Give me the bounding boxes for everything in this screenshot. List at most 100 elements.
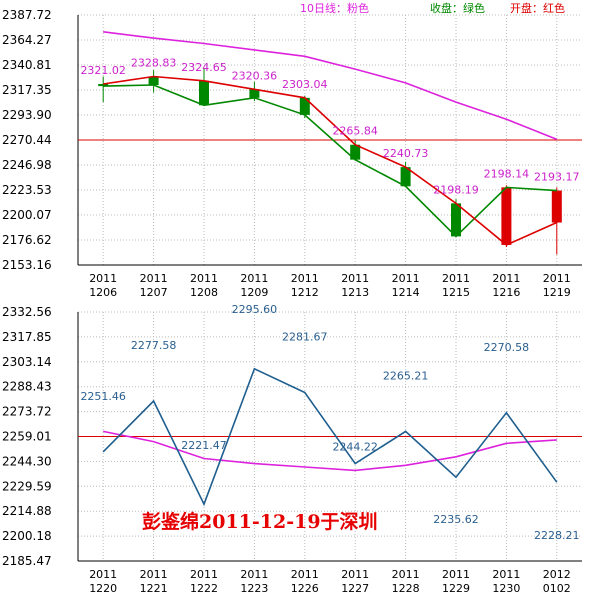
price-x-tick-year: 2011 <box>442 272 470 285</box>
candle-body <box>400 167 411 187</box>
price-data-label: 2324.65 <box>181 61 227 74</box>
index-data-label: 2244.22 <box>332 441 378 454</box>
index-y-tick: 2200.18 <box>2 529 52 543</box>
index-x-tick-year: 2011 <box>89 568 117 581</box>
index-x-tick-date: 0102 <box>543 582 571 593</box>
index-data-label: 2221.47 <box>181 439 227 452</box>
price-x-tick-year: 2011 <box>492 272 520 285</box>
price-x-tick-date: 1216 <box>492 286 520 299</box>
index-y-tick: 2288.43 <box>2 380 52 394</box>
index-x-tick-year: 2011 <box>240 568 268 581</box>
index-x-tick-year: 2011 <box>492 568 520 581</box>
candle-body <box>98 83 109 87</box>
index-x-tick-date: 1226 <box>291 582 319 593</box>
index-x-tick-date: 1222 <box>190 582 218 593</box>
index-y-tick: 2332.56 <box>2 305 52 319</box>
index-data-label: 2228.21 <box>534 529 580 542</box>
candle-body <box>148 76 159 86</box>
index-data-label: 2251.46 <box>80 390 126 403</box>
price-x-tick-year: 2011 <box>89 272 117 285</box>
price-x-tick-year: 2011 <box>392 272 420 285</box>
price-x-tick-date: 1209 <box>240 286 268 299</box>
index-panel: 2332.56 2317.85 2303.14 2288.43 2273.72 2259.… <box>2 303 582 593</box>
price-x-tick-year: 2011 <box>140 272 168 285</box>
index-x-tick-year: 2011 <box>442 568 470 581</box>
price-x-tick-date: 1215 <box>442 286 470 299</box>
index-value-line <box>102 367 558 507</box>
price-data-label: 2193.17 <box>534 171 580 184</box>
price-data-label: 2198.19 <box>433 183 479 196</box>
index-x-tick-year: 2011 <box>190 568 218 581</box>
index-x-tick-date: 1220 <box>89 582 117 593</box>
price-data-label: 2265.84 <box>332 125 378 138</box>
price-x-tick-date: 1214 <box>392 286 420 299</box>
index-x-tick-date: 1227 <box>341 582 369 593</box>
candle-body <box>299 97 310 115</box>
legend-entry: 10日线：粉色 <box>300 1 369 15</box>
index-x-tick-date: 1230 <box>492 582 520 593</box>
index-x-tick-year: 2011 <box>140 568 168 581</box>
price-x-tick-date: 1207 <box>140 286 168 299</box>
index-y-tick: 2259.01 <box>2 430 52 444</box>
index-x-tick-year: 2012 <box>543 568 571 581</box>
legend: 10日线：粉色 收盘：绿色 开盘：红色 <box>300 1 565 15</box>
price-x-tick-date: 1219 <box>543 286 571 299</box>
price-y-tick: 2176.62 <box>2 233 52 247</box>
price-x-tick-year: 2011 <box>190 272 218 285</box>
price-y-tick: 2200.07 <box>2 208 52 222</box>
index-x-tick-year: 2011 <box>392 568 420 581</box>
legend-entry: 开盘：红色 <box>510 1 565 15</box>
index-data-label: 2235.62 <box>433 513 479 526</box>
price-y-tick: 2387.72 <box>2 8 52 22</box>
index-data-label: 2265.21 <box>383 369 429 382</box>
price-x-tick-date: 1213 <box>341 286 369 299</box>
price-x-tick-date: 1212 <box>291 286 319 299</box>
index-y-tick: 2229.59 <box>2 479 52 493</box>
price-data-label: 2321.02 <box>80 64 126 77</box>
candle-body <box>551 190 562 223</box>
price-data-label: 2198.14 <box>484 167 530 180</box>
price-y-tick: 2270.44 <box>2 133 52 147</box>
price-y-tick: 2317.35 <box>2 83 52 97</box>
price-y-tick: 2340.81 <box>2 58 52 72</box>
price-data-label: 2328.83 <box>131 57 177 70</box>
price-data-label: 2303.04 <box>282 78 328 91</box>
price-x-tick-date: 1206 <box>89 286 117 299</box>
candle-body <box>451 203 461 237</box>
candle-body <box>249 89 260 98</box>
price-panel: 2387.72 2364.27 2340.81 2317.35 2293.90 2270.… <box>2 1 582 299</box>
price-y-tick: 2153.16 <box>2 258 52 272</box>
price-y-tick: 2293.90 <box>2 108 52 122</box>
index-x-tick-date: 1223 <box>240 582 268 593</box>
index-x-tick-date: 1229 <box>442 582 470 593</box>
price-data-label: 2320.36 <box>232 69 278 82</box>
signature-annotation: 彭鉴绵2011-12-19于深圳 <box>142 510 378 533</box>
price-data-label: 2240.73 <box>383 147 429 160</box>
index-ma-line <box>103 430 557 472</box>
index-y-tick: 2185.47 <box>2 554 52 568</box>
close-line <box>103 84 557 238</box>
price-x-tick-year: 2011 <box>240 272 268 285</box>
index-x-tick-year: 2011 <box>291 568 319 581</box>
index-data-label: 2281.67 <box>282 331 328 344</box>
index-x-tick-year: 2011 <box>341 568 369 581</box>
candle-body <box>501 187 512 245</box>
price-y-tick: 2223.53 <box>2 183 52 197</box>
index-x-tick-date: 1221 <box>140 582 168 593</box>
price-x-tick-year: 2011 <box>543 272 571 285</box>
price-x-tick-year: 2011 <box>291 272 319 285</box>
price-y-tick: 2364.27 <box>2 33 52 47</box>
price-x-tick-year: 2011 <box>341 272 369 285</box>
candle-body <box>350 144 361 160</box>
index-data-label: 2270.58 <box>484 341 530 354</box>
price-x-tick-date: 1208 <box>190 286 218 299</box>
ma10-line <box>103 31 558 141</box>
open-line <box>103 75 558 246</box>
price-y-tick: 2246.98 <box>2 158 52 172</box>
index-y-tick: 2317.85 <box>2 330 52 344</box>
index-data-label: 2295.60 <box>232 303 278 316</box>
index-y-tick: 2303.14 <box>2 355 52 369</box>
index-data-label: 2277.58 <box>131 339 177 352</box>
